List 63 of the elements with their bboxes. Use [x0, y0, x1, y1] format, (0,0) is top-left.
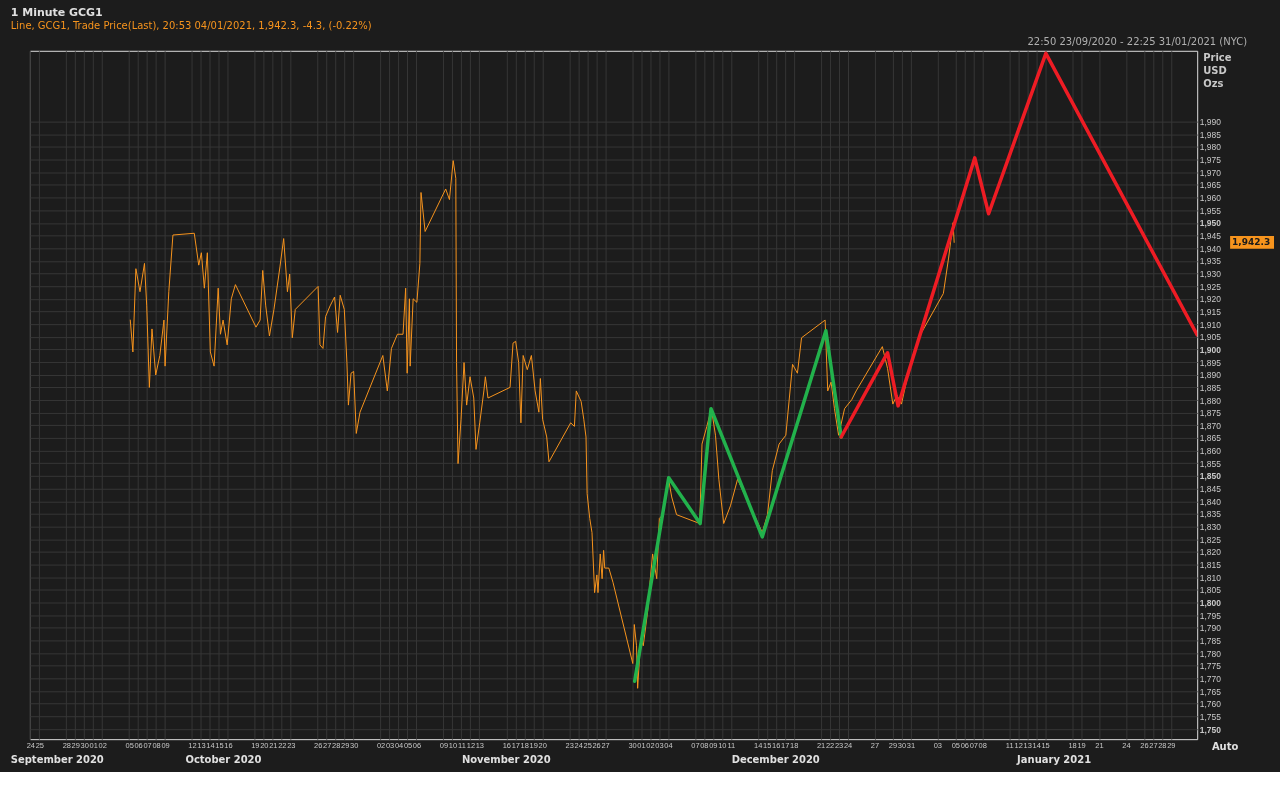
y-tick-label: 1,790	[1199, 623, 1222, 634]
chart-title: 1 Minute GCG1	[10, 5, 103, 19]
chart-subtitle: Line, GCG1, Trade Price(Last), 20:53 04/01/2021, 1,942.3, -4.3, (-0.22%)	[10, 19, 372, 31]
y-tick-label: 1,930	[1199, 268, 1222, 279]
y-tick-label: 1,850	[1199, 471, 1222, 482]
y-tick-label: 1,980	[1199, 142, 1222, 153]
y-tick-label: 1,760	[1199, 699, 1222, 710]
y-tick-label: 1,785	[1199, 635, 1222, 646]
text: September 2020	[10, 754, 104, 766]
y-tick-label: 1,990	[1199, 117, 1222, 128]
text: 22:50 23/09/2020 - 22:25 31/01/2021 (NYC)	[1027, 35, 1248, 47]
y-tick-label: 1,975	[1199, 155, 1222, 166]
y-tick-label: 1,750	[1199, 724, 1222, 735]
y-tick-label: 1,875	[1199, 408, 1222, 419]
line-series	[129, 160, 955, 689]
text: November 2020	[461, 754, 551, 766]
text: December 2020	[731, 754, 820, 766]
y-tick-label: 1,840	[1199, 496, 1222, 507]
y-tick-label: 1,775	[1199, 661, 1222, 672]
y-tick-label: 1,915	[1199, 306, 1222, 317]
y-tick-label: 1,885	[1199, 382, 1222, 393]
y-tick-label: 1,940	[1199, 243, 1222, 254]
y-tick-label: 1,920	[1199, 294, 1222, 305]
y-tick-label: 1,965	[1199, 180, 1222, 191]
y-tick-label: 1,805	[1199, 585, 1222, 596]
y-tick-label: 1,950	[1199, 218, 1222, 229]
y-tick-label: 1,905	[1199, 332, 1222, 343]
text: Auto	[1211, 741, 1239, 753]
y-tick-label: 1,870	[1199, 420, 1222, 431]
y-tick-label: 1,765	[1199, 686, 1222, 697]
y-tick-label: 1,865	[1199, 433, 1222, 444]
text: 1,942.3	[1232, 237, 1271, 248]
y-tick-label: 1,830	[1199, 522, 1222, 533]
y-tick-label: 1,795	[1199, 610, 1222, 621]
y-tick-label: 1,820	[1199, 547, 1222, 558]
y-tick-label: 1,985	[1199, 129, 1222, 140]
line-series	[632, 328, 843, 683]
y-tick-label: 1,960	[1199, 193, 1222, 204]
text: January 2021	[1016, 754, 1092, 766]
y-tick-label: 1,945	[1199, 231, 1222, 242]
y-tick-label: 1,825	[1199, 534, 1222, 545]
y-tick-label: 1,770	[1199, 673, 1222, 684]
y-tick-label: 1,895	[1199, 357, 1222, 368]
y-tick-label: 1,955	[1199, 205, 1222, 216]
y-tick-label: 1,900	[1199, 344, 1222, 355]
text: October 2020	[185, 754, 262, 766]
y-tick-label: 1,855	[1199, 458, 1222, 469]
line-series	[839, 51, 1198, 439]
y-tick-label: 1,845	[1199, 484, 1222, 495]
y-tick-label: 1,755	[1199, 711, 1222, 722]
y-tick-label: 1,890	[1199, 370, 1222, 381]
y-axis-title: Price USD Ozs	[1203, 51, 1232, 89]
y-tick-label: 1,815	[1199, 560, 1222, 571]
y-tick-label: 1,935	[1199, 256, 1222, 267]
y-tick-label: 1,970	[1199, 167, 1222, 178]
y-tick-label: 1,925	[1199, 281, 1222, 292]
y-tick-label: 1,880	[1199, 395, 1222, 406]
y-tick-label: 1,910	[1199, 319, 1222, 330]
y-tick-label: 1,780	[1199, 648, 1222, 659]
y-tick-label: 1,860	[1199, 446, 1222, 457]
y-tick-label: 1,835	[1199, 509, 1222, 520]
y-tick-label: 1,800	[1199, 598, 1222, 608]
y-tick-label: 1,810	[1199, 572, 1222, 583]
